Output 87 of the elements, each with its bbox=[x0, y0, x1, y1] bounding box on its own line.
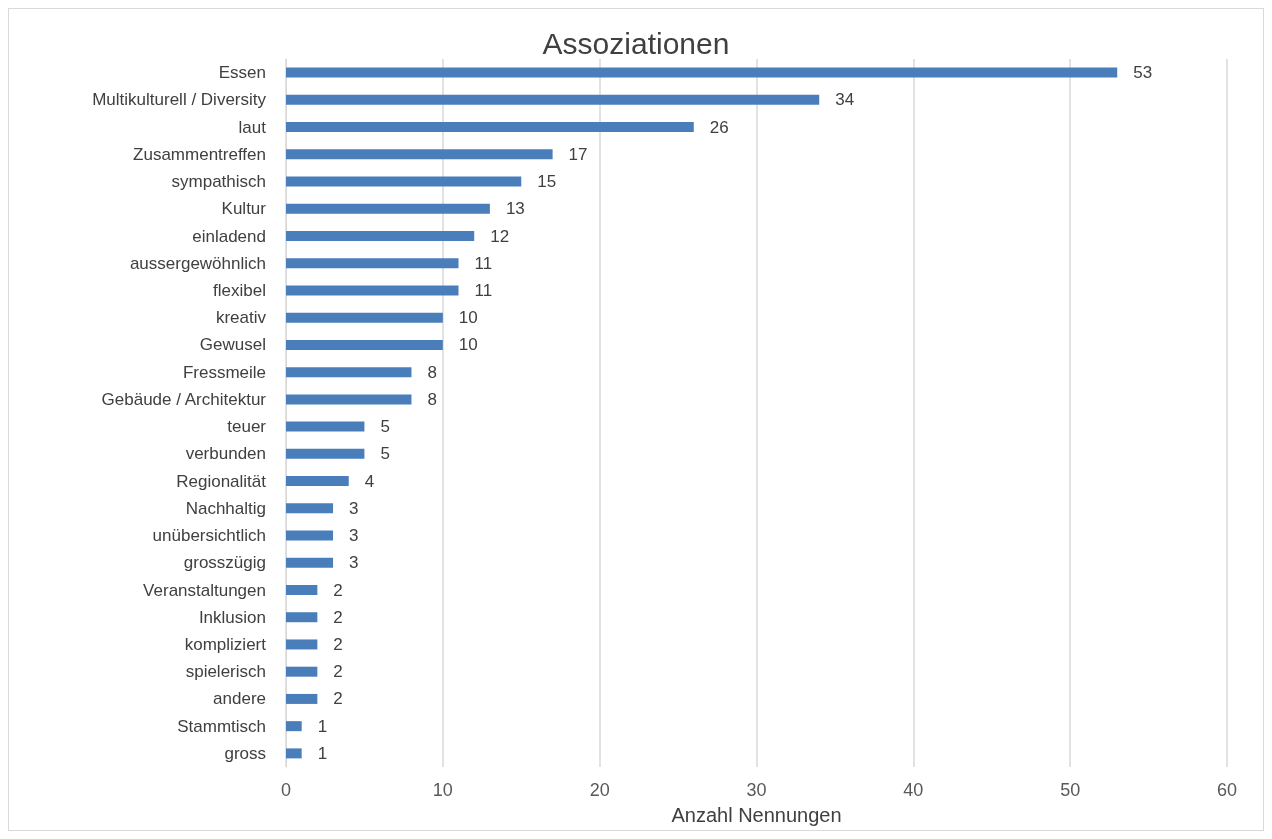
bar bbox=[286, 448, 365, 459]
chart-title: Assoziationen bbox=[542, 26, 730, 60]
bar bbox=[286, 394, 412, 405]
y-tick-label: verbunden bbox=[185, 444, 266, 464]
bar bbox=[286, 748, 302, 759]
data-label: 1 bbox=[317, 716, 328, 736]
bar bbox=[286, 176, 522, 187]
x-tick-label: 0 bbox=[280, 780, 292, 800]
bar bbox=[286, 585, 318, 595]
bar bbox=[286, 367, 412, 378]
bar bbox=[286, 421, 365, 432]
bar bbox=[286, 94, 820, 105]
y-tick-label: Stammtisch bbox=[177, 716, 266, 736]
bar bbox=[286, 530, 334, 541]
bar bbox=[286, 666, 318, 677]
x-tick-label: 40 bbox=[903, 780, 924, 800]
x-tick-label: 50 bbox=[1060, 780, 1081, 800]
bar bbox=[286, 557, 334, 568]
y-tick-label: grosszügig bbox=[183, 553, 266, 573]
data-label: 12 bbox=[490, 226, 510, 246]
bar bbox=[286, 203, 490, 214]
data-label: 2 bbox=[333, 689, 343, 709]
data-label: 4 bbox=[364, 471, 375, 491]
x-axis-title: Anzahl Nennungen bbox=[671, 804, 842, 826]
y-tick-label: Multikulturell / Diversity bbox=[92, 90, 267, 110]
bar bbox=[286, 612, 318, 623]
data-label: 53 bbox=[1133, 63, 1153, 83]
bar bbox=[286, 339, 443, 350]
data-label: 13 bbox=[505, 199, 525, 219]
data-label: 17 bbox=[568, 144, 588, 164]
x-tick-label: 20 bbox=[589, 780, 610, 800]
x-tick-label: 10 bbox=[432, 780, 453, 800]
bar bbox=[286, 503, 334, 514]
data-label: 15 bbox=[537, 172, 557, 192]
data-label: 8 bbox=[427, 362, 437, 382]
bar bbox=[286, 149, 553, 160]
data-label: 3 bbox=[349, 553, 359, 573]
data-label: 2 bbox=[333, 634, 343, 654]
y-tick-label: Zusammentreffen bbox=[133, 144, 266, 164]
data-label: 34 bbox=[835, 90, 855, 110]
data-label: 26 bbox=[709, 117, 729, 137]
bar bbox=[286, 721, 302, 732]
data-label: 11 bbox=[474, 253, 493, 273]
y-tick-label: teuer bbox=[227, 417, 267, 437]
data-label: 2 bbox=[333, 662, 343, 682]
bar bbox=[286, 67, 1118, 78]
y-tick-label: Inklusion bbox=[198, 607, 266, 627]
y-tick-label: sympathisch bbox=[171, 172, 266, 192]
y-tick-label: gross bbox=[224, 743, 266, 763]
bar bbox=[286, 285, 459, 296]
data-label: 5 bbox=[380, 417, 390, 437]
y-tick-label: Gewusel bbox=[199, 335, 266, 355]
y-tick-label: flexibel bbox=[213, 280, 266, 300]
bar bbox=[286, 122, 694, 133]
y-tick-label: Veranstaltungen bbox=[143, 580, 266, 600]
y-tick-label: kreativ bbox=[215, 308, 267, 328]
y-tick-label: Gebäude / Architektur bbox=[101, 389, 267, 409]
y-tick-label: Kultur bbox=[221, 199, 267, 219]
bar bbox=[286, 231, 475, 241]
data-label: 11 bbox=[474, 280, 493, 300]
bar bbox=[286, 693, 318, 704]
bar bbox=[286, 476, 349, 487]
data-label: 3 bbox=[349, 526, 359, 546]
data-label: 2 bbox=[333, 607, 343, 627]
bar bbox=[286, 639, 318, 650]
data-label: 8 bbox=[427, 389, 437, 409]
data-label: 3 bbox=[349, 498, 359, 518]
y-tick-label: Nachhaltig bbox=[185, 498, 266, 518]
data-label: 5 bbox=[380, 444, 390, 464]
y-tick-label: Regionalität bbox=[176, 471, 267, 491]
y-tick-label: unübersichtlich bbox=[152, 526, 266, 546]
y-tick-label: Fressmeile bbox=[182, 362, 266, 382]
y-tick-label: kompliziert bbox=[184, 634, 267, 654]
bar bbox=[286, 258, 459, 269]
bar bbox=[286, 312, 443, 323]
data-label: 10 bbox=[458, 308, 478, 328]
x-tick-label: 60 bbox=[1216, 780, 1238, 800]
data-label: 10 bbox=[458, 335, 478, 355]
y-tick-label: aussergewöhnlich bbox=[129, 253, 266, 273]
data-label: 1 bbox=[317, 743, 328, 763]
x-tick-label: 30 bbox=[746, 780, 767, 800]
y-tick-label: laut bbox=[238, 117, 267, 137]
y-tick-label: andere bbox=[213, 689, 266, 709]
data-label: 2 bbox=[333, 580, 343, 600]
y-tick-label: einladend bbox=[192, 226, 266, 246]
y-tick-label: Essen bbox=[218, 63, 266, 83]
y-tick-label: spielerisch bbox=[185, 662, 266, 682]
